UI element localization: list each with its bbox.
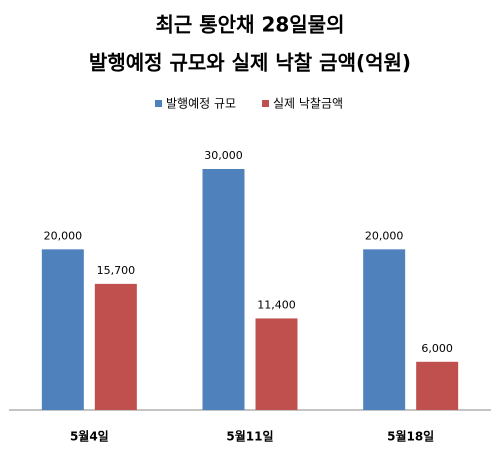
value-label: 6,000 — [421, 342, 453, 355]
value-label: 20,000 — [365, 229, 404, 242]
x-tick-label: 5월4일 — [70, 429, 109, 444]
bar — [255, 318, 298, 410]
bar — [416, 361, 459, 410]
bar — [41, 249, 84, 410]
legend-swatch — [262, 100, 269, 107]
x-tick-label: 5월11일 — [226, 429, 273, 444]
bar — [202, 169, 245, 410]
bar — [94, 283, 137, 410]
chart-title: 발행예정 규모와 실제 낙찰 금액(억원) — [89, 51, 411, 75]
value-label: 15,700 — [97, 264, 136, 277]
legend-label: 실제 낙찰금액 — [273, 97, 343, 111]
chart-title: 최근 통안채 28일물의 — [156, 13, 345, 37]
value-label: 30,000 — [204, 149, 243, 162]
legend-swatch — [155, 100, 162, 107]
bar — [363, 249, 406, 410]
legend-label: 발행예정 규모 — [166, 96, 236, 111]
x-tick-label: 5월18일 — [387, 429, 434, 444]
value-label: 11,400 — [257, 298, 296, 311]
value-label: 20,000 — [44, 229, 83, 242]
